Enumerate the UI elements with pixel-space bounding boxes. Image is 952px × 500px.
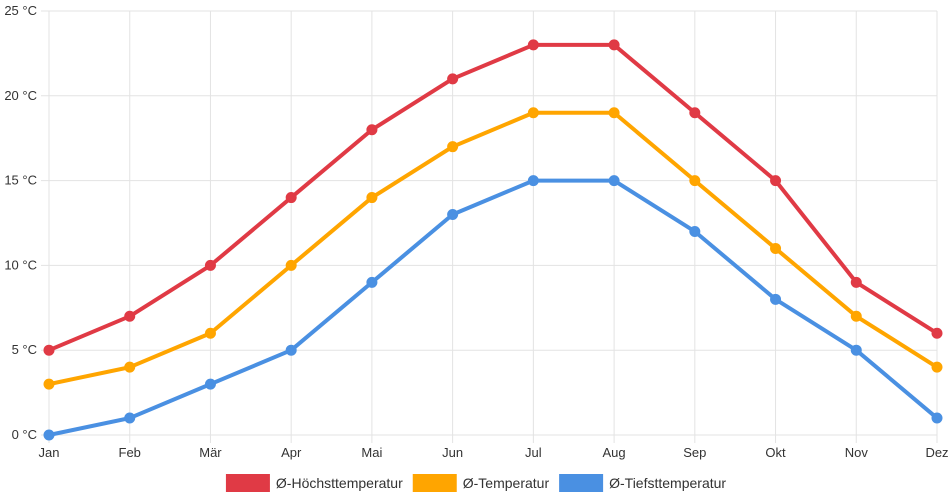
x-tick-label: Feb <box>119 445 141 460</box>
data-point[interactable] <box>366 124 378 136</box>
data-point[interactable] <box>204 327 216 339</box>
legend-item-2[interactable]: Ø-Temperatur <box>412 474 550 492</box>
data-point[interactable] <box>366 192 378 204</box>
x-tick-label: Mai <box>361 445 382 460</box>
y-axis-ticks: 0 °C 5 °C 10 °C 15 °C 20 °C 25 °C <box>4 3 37 442</box>
data-point[interactable] <box>850 310 862 322</box>
legend-label: Ø-Temperatur <box>463 475 550 491</box>
data-point[interactable] <box>689 107 701 119</box>
x-tick-label: Okt <box>765 445 786 460</box>
data-point[interactable] <box>204 378 216 390</box>
data-point[interactable] <box>689 225 701 237</box>
x-tick-label: Nov <box>845 445 869 460</box>
legend: Ø-Höchsttemperatur Ø-Temperatur Ø-Tiefstte… <box>225 474 726 492</box>
data-point[interactable] <box>689 175 701 187</box>
x-tick-label: Jun <box>442 445 463 460</box>
data-point[interactable] <box>285 259 297 271</box>
data-point[interactable] <box>285 344 297 356</box>
y-tick-label: 10 °C <box>4 257 37 272</box>
data-point[interactable] <box>850 344 862 356</box>
data-point[interactable] <box>43 378 55 390</box>
series-1 <box>43 39 943 356</box>
data-point[interactable] <box>124 361 136 373</box>
series-lines <box>43 39 943 441</box>
y-tick-label: 0 °C <box>12 427 37 442</box>
legend-swatch <box>559 474 604 492</box>
x-tick-label: Aug <box>603 445 626 460</box>
x-tick-label: Apr <box>281 445 302 460</box>
y-tick-label: 25 °C <box>4 3 37 18</box>
data-point[interactable] <box>608 107 620 119</box>
legend-item-1[interactable]: Ø-Höchsttemperatur <box>225 474 403 492</box>
data-point[interactable] <box>124 412 136 424</box>
data-point[interactable] <box>931 412 943 424</box>
data-point[interactable] <box>850 276 862 288</box>
legend-label: Ø-Tiefsttemperatur <box>609 475 726 491</box>
series-line <box>47 178 939 437</box>
data-point[interactable] <box>931 327 943 339</box>
x-tick-label: Dez <box>925 445 948 460</box>
data-point[interactable] <box>124 310 136 322</box>
y-tick-label: 5 °C <box>12 342 37 357</box>
y-tick-label: 15 °C <box>4 173 37 188</box>
data-point[interactable] <box>527 107 539 119</box>
data-point[interactable] <box>770 242 782 254</box>
data-point[interactable] <box>608 175 620 187</box>
data-point[interactable] <box>608 39 620 51</box>
data-point[interactable] <box>770 175 782 187</box>
data-point[interactable] <box>770 293 782 305</box>
x-tick-label: Mär <box>199 445 222 460</box>
x-tick-label: Jan <box>39 445 60 460</box>
series-line <box>47 110 939 387</box>
series-3 <box>43 175 943 441</box>
data-point[interactable] <box>43 429 55 441</box>
legend-swatch <box>225 474 270 492</box>
data-point[interactable] <box>447 209 459 221</box>
series-2 <box>43 107 943 390</box>
data-point[interactable] <box>285 192 297 204</box>
legend-swatch <box>412 474 457 492</box>
data-point[interactable] <box>447 141 459 153</box>
x-axis-ticks: Jan Feb Mär Apr Mai Jun Jul Aug Sep Okt Nov Dez <box>39 445 949 460</box>
data-point[interactable] <box>204 259 216 271</box>
data-point[interactable] <box>43 344 55 356</box>
data-point[interactable] <box>447 73 459 85</box>
x-tick-label: Sep <box>683 445 706 460</box>
y-tick-label: 20 °C <box>4 88 37 103</box>
x-tick-label: Jul <box>525 445 542 460</box>
data-point[interactable] <box>366 276 378 288</box>
grid <box>41 10 938 443</box>
series-line <box>47 42 939 353</box>
data-point[interactable] <box>527 175 539 187</box>
data-point[interactable] <box>527 39 539 51</box>
legend-item-3[interactable]: Ø-Tiefsttemperatur <box>559 474 726 492</box>
data-point[interactable] <box>931 361 943 373</box>
legend-label: Ø-Höchsttemperatur <box>276 475 403 491</box>
